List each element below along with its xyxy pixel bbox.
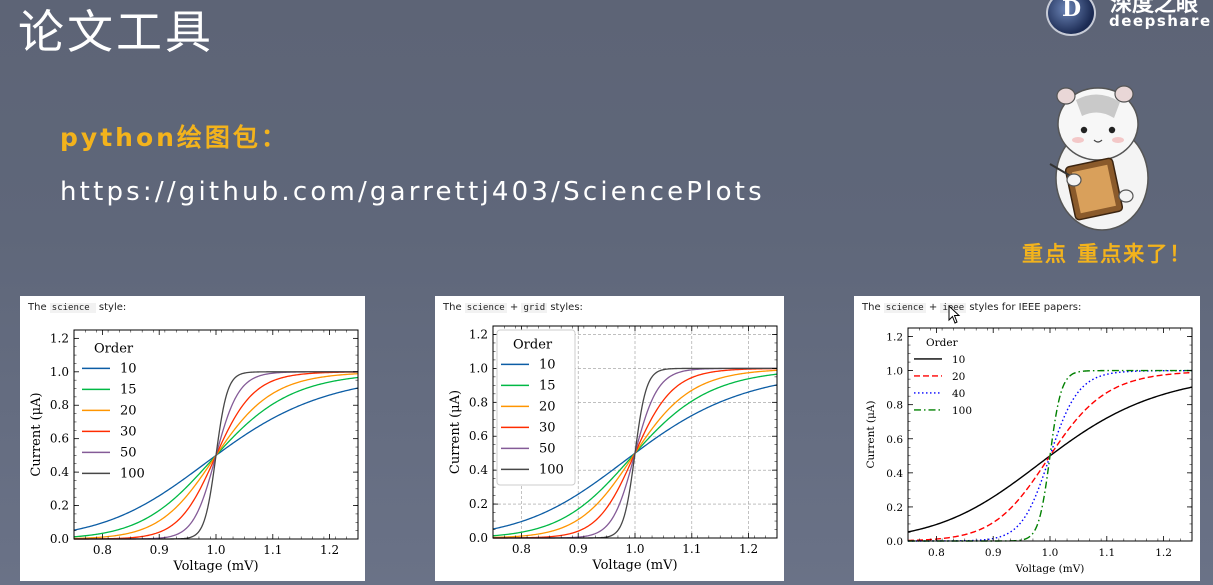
y-tick-label: 0.2 xyxy=(469,497,488,511)
legend-label-10: 10 xyxy=(539,357,556,372)
y-tick-label: 0.4 xyxy=(50,465,69,479)
emphasis-text: 重点 重点来了！ xyxy=(1022,242,1193,266)
brand-logo-letter: D xyxy=(1062,0,1082,22)
x-tick-label: 1.2 xyxy=(320,543,339,557)
y-axis-label: Current (μA) xyxy=(448,390,463,474)
legend-title: Order xyxy=(94,342,134,357)
legend-label-50: 50 xyxy=(120,445,137,460)
legend-title: Order xyxy=(926,337,959,349)
y-tick-label: 1.2 xyxy=(469,327,488,341)
series-line-100 xyxy=(74,371,358,540)
y-tick-label: 1.0 xyxy=(886,366,903,378)
y-tick-label: 0.4 xyxy=(469,463,488,477)
x-tick-label: 0.9 xyxy=(569,542,588,556)
legend-label-20: 20 xyxy=(952,371,965,383)
x-axis-label: Voltage (mV) xyxy=(172,559,258,574)
y-tick-label: 0.8 xyxy=(886,400,903,412)
legend-label-100: 100 xyxy=(539,462,564,477)
plot-panel-science: The science style: 0.8 0.9 1.0 1.1 1.2 0.0 0.2… xyxy=(20,296,365,581)
legend-label-20: 20 xyxy=(539,399,556,414)
y-tick-label: 0.0 xyxy=(469,531,488,545)
chart-science-ieee: 0.8 0.9 1.0 1.1 1.2 0.0 0.2 0.4 0.6 0.8 1.0 1.2 Volt… xyxy=(865,327,1193,575)
legend-box xyxy=(496,329,576,486)
x-tick-label: 0.8 xyxy=(512,542,531,556)
y-tick-label: 0.2 xyxy=(50,499,69,513)
x-tick-label: 1.0 xyxy=(625,542,644,556)
chart-science-grid: 0.8 0.9 1.0 1.1 1.2 0.0 0.2 0.4 0.6 0.8 1.0 1.2 Volt… xyxy=(448,325,778,573)
y-tick-label: 1.0 xyxy=(469,361,488,375)
slide-subtitle: python绘图包： xyxy=(60,123,289,152)
slide-title: 论文工具 xyxy=(18,5,214,59)
plot-frame xyxy=(73,329,359,540)
panel-caption: The science + grid styles: xyxy=(443,302,583,313)
legend-title: Order xyxy=(513,338,553,353)
y-tick-label: 1.0 xyxy=(50,365,69,379)
brand-name: 深度之眼 xyxy=(1110,0,1199,17)
plot-panel-science-grid: The science + grid styles: 0.8 0.9 1.0 1.1 1… xyxy=(435,296,784,581)
x-tick-label: 1.1 xyxy=(682,542,701,556)
y-tick-label: 1.2 xyxy=(886,332,903,344)
legend-label-15: 15 xyxy=(539,378,556,393)
y-tick-label: 0.0 xyxy=(50,532,69,546)
legend-label-100: 100 xyxy=(952,405,972,417)
y-tick-label: 0.8 xyxy=(469,395,488,409)
legend-label-30: 30 xyxy=(120,424,137,439)
legend-label-10: 10 xyxy=(120,361,137,376)
x-tick-label: 1.0 xyxy=(1042,547,1059,559)
legend-label-15: 15 xyxy=(120,382,137,397)
y-tick-label: 0.8 xyxy=(50,398,69,412)
x-tick-label: 1.1 xyxy=(263,543,282,557)
plot-frame xyxy=(907,327,1193,542)
x-tick-label: 1.2 xyxy=(739,542,758,556)
y-axis-label: Current (μA) xyxy=(865,401,877,469)
panel-caption: The science + ieee styles for IEEE paper… xyxy=(862,302,1082,313)
legend-label-100: 100 xyxy=(120,466,145,481)
x-tick-label: 1.1 xyxy=(1098,547,1115,559)
plot-panel-science-ieee: The science + ieee styles for IEEE paper… xyxy=(854,296,1200,581)
brand-url: deepshare.ne xyxy=(1109,12,1213,30)
y-tick-label: 0.6 xyxy=(50,432,69,446)
brand-logo-icon: D xyxy=(1046,0,1096,36)
panel-caption: The science style: xyxy=(28,302,127,313)
y-tick-label: 0.4 xyxy=(886,468,903,480)
y-tick-label: 0.2 xyxy=(886,502,903,514)
chart-science: 0.8 0.9 1.0 1.1 1.2 0.0 0.2 0.4 0.6 0.8 1.0 1.2 Volt… xyxy=(29,329,359,574)
legend-label-10: 10 xyxy=(952,354,965,366)
x-axis-label: Voltage (mV) xyxy=(1015,563,1085,575)
x-tick-label: 0.8 xyxy=(928,547,945,559)
legend-label-40: 40 xyxy=(952,388,965,400)
x-tick-label: 1.0 xyxy=(206,543,225,557)
github-link[interactable]: https://github.com/garrettj403/SciencePl… xyxy=(60,177,765,207)
legend-label-20: 20 xyxy=(120,403,137,418)
y-tick-label: 1.2 xyxy=(50,331,69,345)
series-line-100 xyxy=(908,369,1192,542)
x-tick-label: 0.9 xyxy=(150,543,169,557)
legend-label-50: 50 xyxy=(539,441,556,456)
x-axis-label: Voltage (mV) xyxy=(591,558,677,573)
y-tick-label: 0.0 xyxy=(886,536,903,548)
y-tick-label: 0.6 xyxy=(886,434,903,446)
y-tick-label: 0.6 xyxy=(469,429,488,443)
y-axis-label: Current (μA) xyxy=(29,392,44,476)
legend-label-30: 30 xyxy=(539,420,556,435)
x-tick-label: 1.2 xyxy=(1155,547,1172,559)
mouse-cursor-icon xyxy=(948,305,961,324)
x-tick-label: 0.9 xyxy=(985,547,1002,559)
hamster-mascot-icon xyxy=(1049,85,1149,231)
x-tick-label: 0.8 xyxy=(93,543,112,557)
